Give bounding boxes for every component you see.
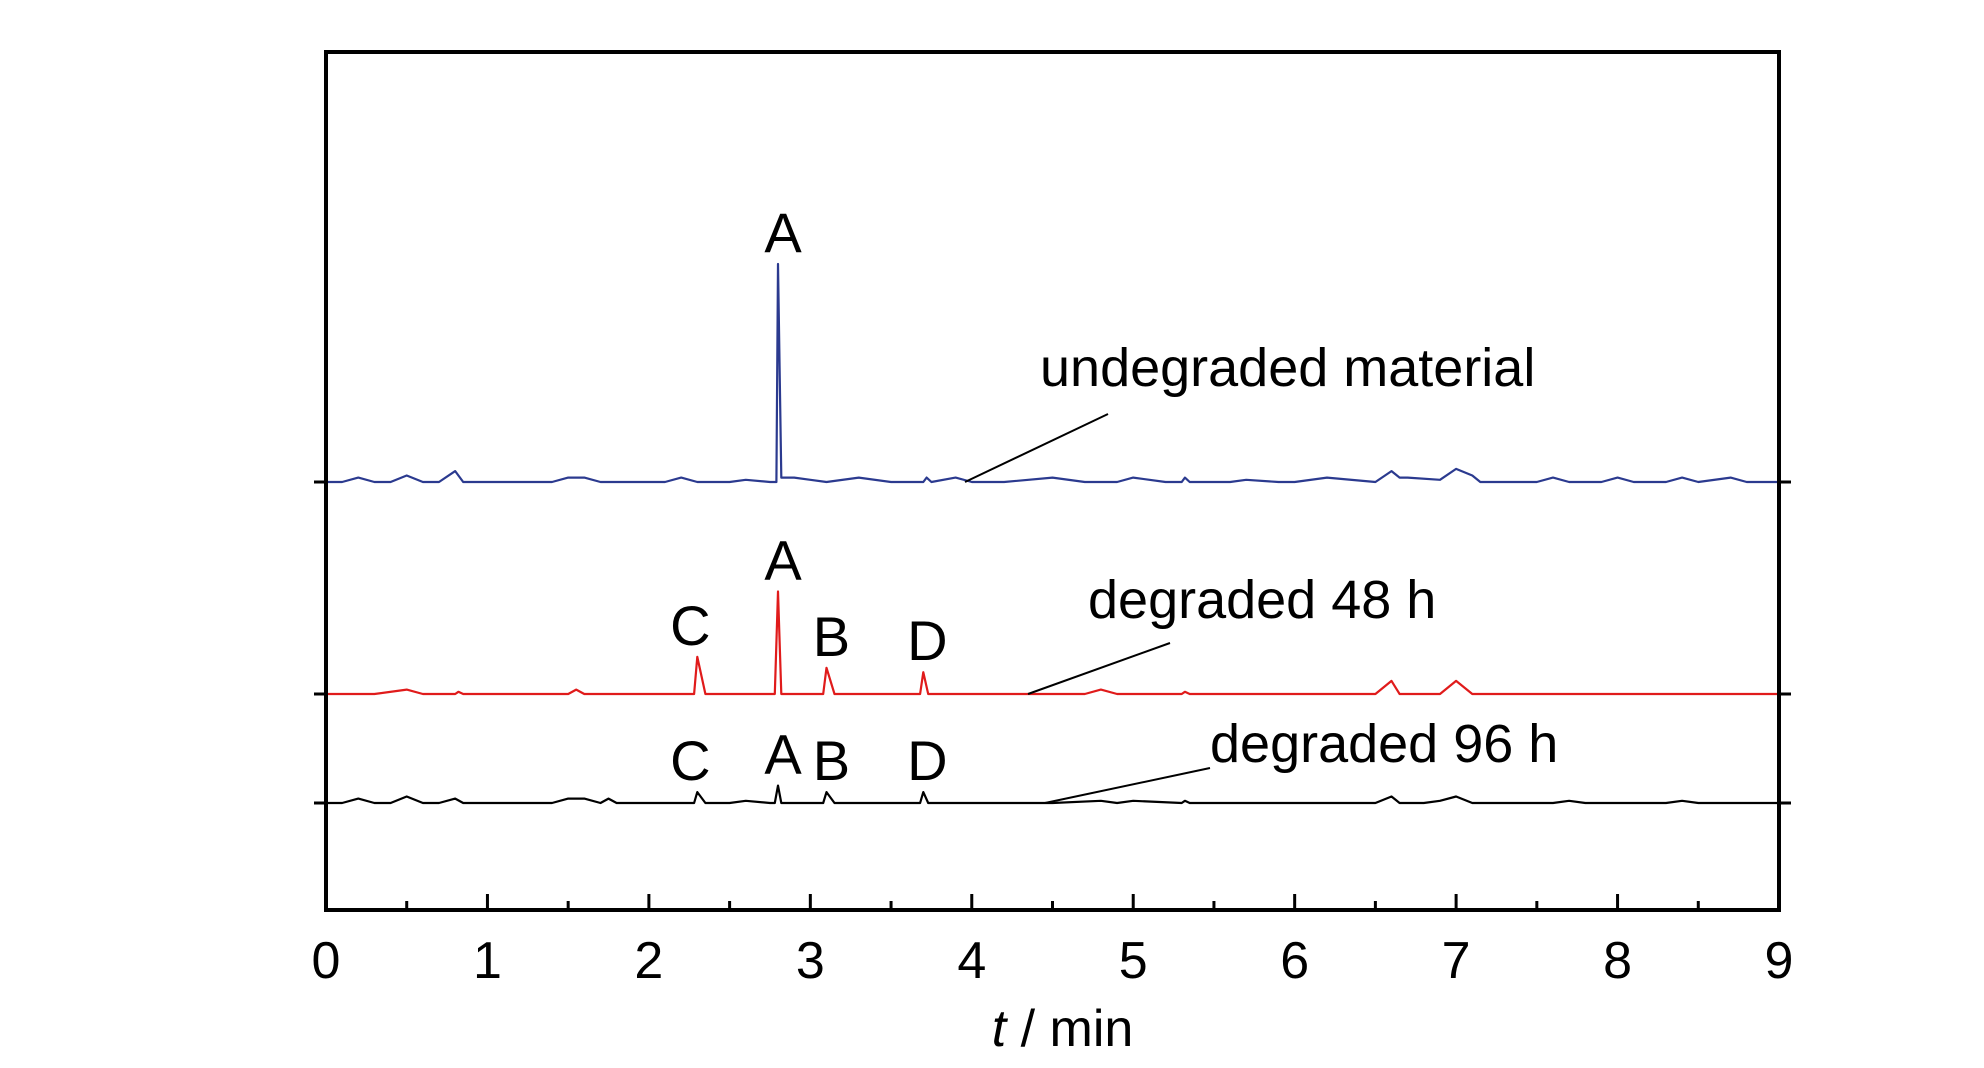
peak-label-C-5: C <box>670 729 710 792</box>
x-tick-label: 9 <box>1765 932 1794 990</box>
x-tick-label: 5 <box>1119 932 1148 990</box>
series-label-1: degraded 48 h <box>1088 570 1436 630</box>
annotation-labels: undegraded material degraded 48 h degraded… <box>670 201 1558 804</box>
peak-label-A-6: A <box>764 723 802 786</box>
peak-label-C-1: C <box>670 594 710 657</box>
series-leader-0 <box>964 413 1109 483</box>
x-tick-label: 4 <box>957 932 986 990</box>
x-tick-label: 7 <box>1442 932 1471 990</box>
series-traces <box>326 262 1779 805</box>
x-tick-label: 0 <box>312 932 341 990</box>
x-axis-unit: / min <box>1006 1000 1133 1058</box>
x-axis-title: t / min <box>992 1000 1134 1058</box>
x-tick-label: 8 <box>1603 932 1632 990</box>
series-label-2: degraded 96 h <box>1210 714 1558 774</box>
peak-label-A-0: A <box>764 201 802 264</box>
series-leader-2 <box>1044 767 1211 804</box>
peak-label-A-2: A <box>764 529 802 592</box>
peak-label-B-7: B <box>813 729 850 792</box>
x-tick-label: 3 <box>796 932 825 990</box>
x-axis-variable: t <box>992 1000 1009 1058</box>
series-line-2 <box>326 784 1779 805</box>
peak-label-D-4: D <box>907 609 947 672</box>
series-line-1 <box>326 590 1779 696</box>
peak-label-B-3: B <box>813 605 850 668</box>
series-label-0: undegraded material <box>1040 338 1535 398</box>
peak-label-D-8: D <box>907 729 947 792</box>
x-tick-label: 6 <box>1280 932 1309 990</box>
x-tick-label: 2 <box>634 932 663 990</box>
series-leader-1 <box>1027 642 1171 695</box>
series-line-0 <box>326 262 1779 484</box>
x-tick-label: 1 <box>473 932 502 990</box>
axes: 0 1 2 3 4 5 6 7 8 9 <box>312 50 1794 990</box>
